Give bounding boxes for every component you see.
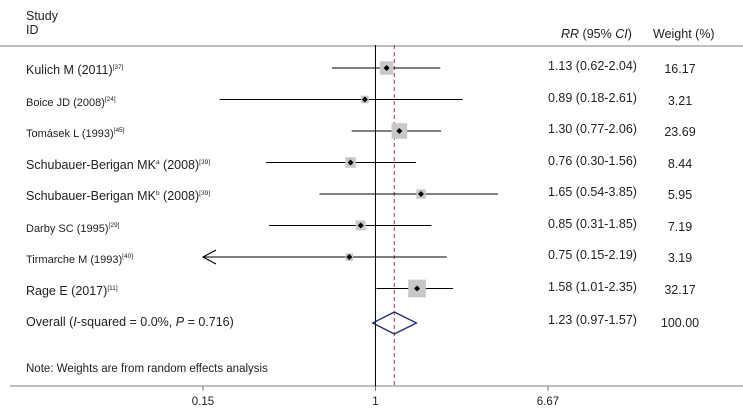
study-reference-sup: [40] <box>122 253 134 260</box>
study-header-line2: ID <box>26 23 39 37</box>
study-label: Kulich M (2011)[37] <box>26 61 123 77</box>
study-reference-sup: [11] <box>107 284 118 292</box>
study-label: Tirmarche M (1993)[40] <box>26 250 133 267</box>
overall-diamond <box>371 311 418 335</box>
study-weight-value: 3.19 <box>667 251 693 265</box>
rr-column-header: RR (95% CI) <box>561 27 632 41</box>
study-rr-value: 0.76 (0.30-1.56) <box>548 153 637 168</box>
point-estimate <box>383 65 390 71</box>
rr-header-ci: CI <box>615 27 628 41</box>
study-reference-sup: [29] <box>108 221 120 229</box>
study-reference-sup: [39] <box>199 190 211 197</box>
study-rr-value: 0.75 (0.15-2.19) <box>548 248 637 262</box>
x-tick-label: 0.15 <box>191 396 215 408</box>
study-weight-value: 32.17 <box>664 282 696 297</box>
study-rr-value: 1.58 (1.01-2.35) <box>548 279 637 294</box>
rr-header-rr: RR <box>561 27 580 41</box>
study-rr-value: 0.85 (0.31-1.85) <box>548 216 637 231</box>
overall-label-prefix: Overall ( <box>26 315 74 329</box>
study-reference-sup: [37] <box>112 64 124 71</box>
study-label: Boice JD (2008)[24] <box>26 93 116 110</box>
study-label: Schubauer-Berigan MKb (2008)[39] <box>26 187 210 203</box>
study-name: Rage E (2017) <box>26 283 108 298</box>
ci-arrow-left <box>201 249 217 265</box>
study-name: Tomásek L (1993) <box>26 128 114 140</box>
study-reference-sup: [39] <box>199 158 211 166</box>
overall-label-end: = 0.716) <box>184 315 234 329</box>
point-estimate <box>357 222 364 229</box>
study-reference-sup: [45] <box>113 127 125 134</box>
study-rr-value: 0.89 (0.18-2.61) <box>548 90 637 105</box>
point-estimate <box>396 128 403 134</box>
point-estimate <box>346 254 353 260</box>
weights-note: Note: Weights are from random effects an… <box>26 363 268 375</box>
study-name: Schubauer-Berigan MK <box>26 189 156 203</box>
study-weight-value: 3.21 <box>667 93 693 108</box>
study-rr-value: 1.13 (0.62-2.04) <box>548 59 637 73</box>
overall-label-p: P <box>175 315 185 329</box>
point-estimate <box>361 96 368 103</box>
study-weight-value: 5.95 <box>667 188 693 202</box>
study-label: Tomásek L (1993)[45] <box>26 124 124 141</box>
study-name: Boice JD (2008) <box>26 96 105 109</box>
study-name: Kulich M (2011) <box>26 63 113 77</box>
point-estimate <box>418 191 425 197</box>
study-rr-value: 1.65 (0.54-3.85) <box>548 185 637 199</box>
study-weight-value: 16.17 <box>664 62 696 76</box>
overall-label-i: I <box>73 315 77 329</box>
study-weight-value: 8.44 <box>667 156 693 171</box>
study-year: (2008) <box>159 157 200 172</box>
weight-column-header: Weight (%) <box>653 27 715 41</box>
study-rr-value: 1.30 (0.77-2.06) <box>548 122 637 136</box>
study-subgroup-sup: b <box>155 190 160 197</box>
study-label: Darby SC (1995)[29] <box>26 219 119 236</box>
study-label: Rage E (2017)[11] <box>26 282 118 298</box>
study-column-header: Study ID <box>26 9 58 37</box>
rr-header-close: ) <box>627 27 632 41</box>
x-tick-label: 6.67 <box>536 396 560 408</box>
x-tick-label: 1 <box>372 396 379 408</box>
study-year: (2008) <box>159 189 200 203</box>
study-subgroup-sup: a <box>155 158 160 166</box>
point-estimate <box>347 159 354 166</box>
overall-weight-value: 100.00 <box>660 316 700 330</box>
study-reference-sup: [24] <box>104 95 116 103</box>
overall-rr-value: 1.23 (0.97-1.57) <box>548 313 637 327</box>
study-name: Schubauer-Berigan MK <box>26 157 156 172</box>
study-name: Tirmarche M (1993) <box>26 254 123 266</box>
point-estimate <box>414 285 421 292</box>
overall-label-mid: -squared = 0.0%, <box>76 315 176 329</box>
study-name: Darby SC (1995) <box>26 222 109 235</box>
study-weight-value: 7.19 <box>667 219 693 234</box>
study-label: Schubauer-Berigan MKa (2008)[39] <box>26 156 210 172</box>
study-header-line1: Study <box>26 9 58 23</box>
rr-header-mid: (95% <box>579 27 616 41</box>
study-weight-value: 23.69 <box>664 125 696 139</box>
overall-label: Overall (I-squared = 0.0%, P = 0.716) <box>26 315 234 329</box>
